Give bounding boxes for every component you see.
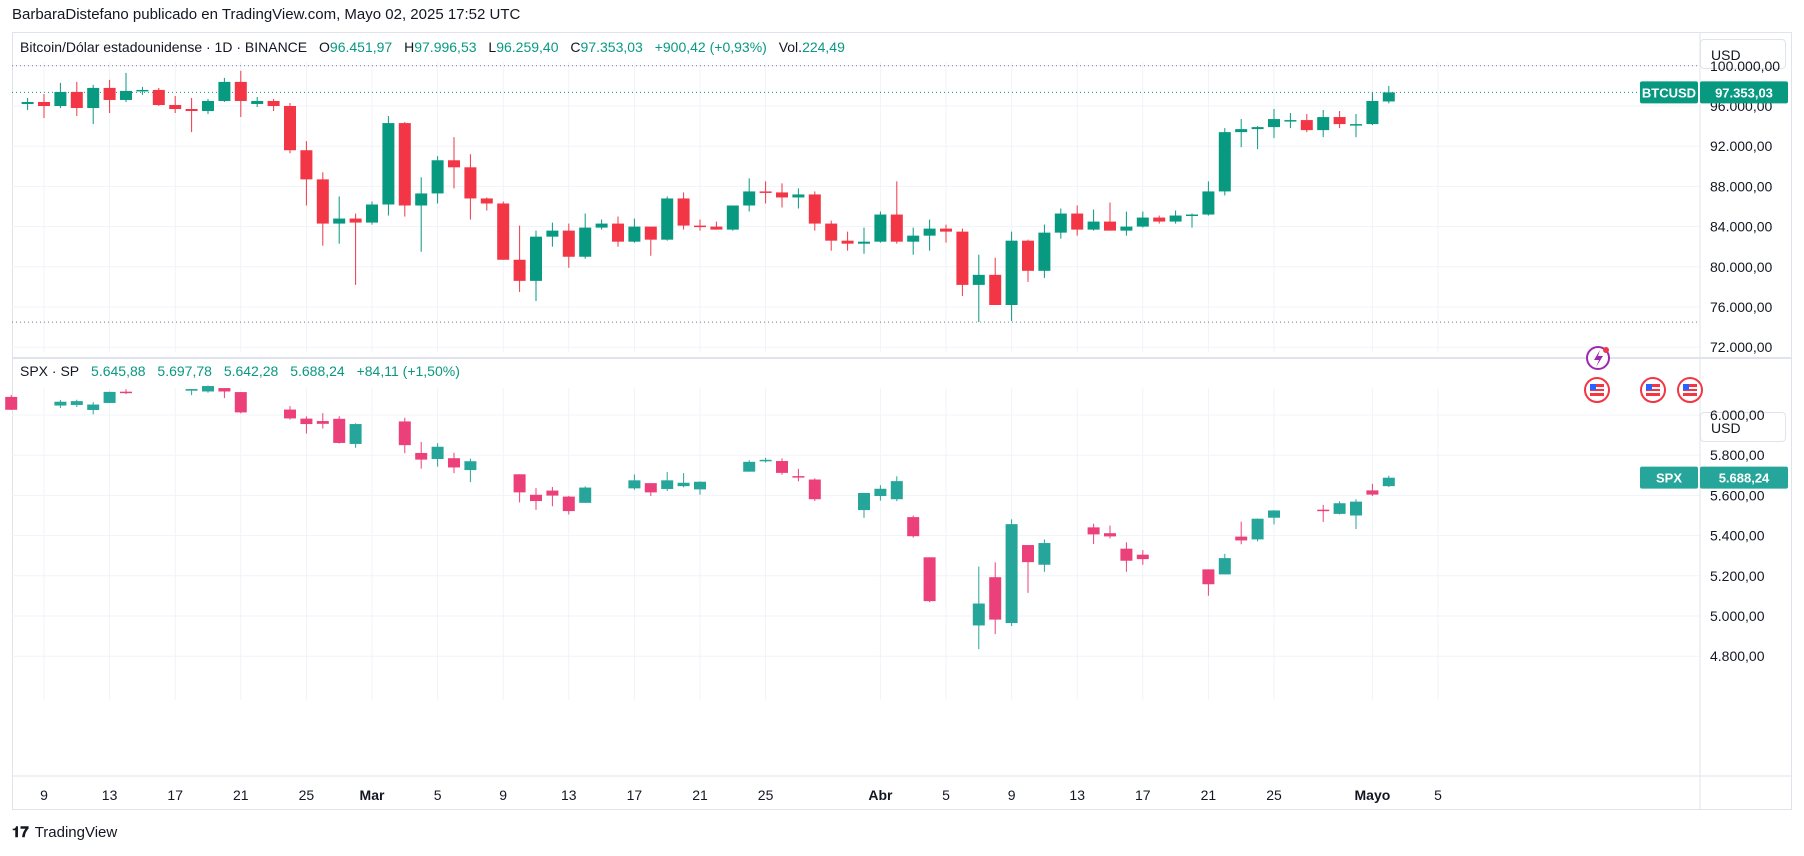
btc-high-label: H [404,39,415,55]
btc-open-label: O [319,39,330,55]
spx-currency-button[interactable]: USD [1700,412,1786,442]
btc-low-value: 96.259,40 [496,39,559,55]
spx-symbol[interactable]: SPX · SP [20,363,80,379]
btc-volume-value: 224,49 [802,39,845,55]
spx-high-value: 5.697,78 [157,363,212,379]
spx-open-value: 5.645,88 [91,363,146,379]
btc-symbol[interactable]: Bitcoin/Dólar estadounidense · 1D · BINA… [20,39,308,55]
publish-info: BarbaraDistefano publicado en TradingVie… [12,6,521,23]
footer-brand: 𝟏𝟕 TradingView [12,824,117,841]
spx-legend: SPX · SP 5.645,88 5.697,78 5.642,28 5.68… [20,363,460,379]
spx-low-value: 5.642,28 [223,363,279,379]
btc-legend: Bitcoin/Dólar estadounidense · 1D · BINA… [20,39,845,55]
spx-close-value: 5.688,24 [290,363,345,379]
btc-currency-button[interactable]: USD [1700,39,1786,69]
btc-high-value: 97.996,53 [414,39,477,55]
btc-close-label: C [570,39,581,55]
chart-frame [12,32,1792,810]
btc-close-value: 97.353,03 [580,39,643,55]
btc-volume-label: Vol. [778,39,803,55]
btc-low-label: L [488,39,497,55]
footer-brand-text: TradingView [34,824,118,841]
tradingview-logo-icon: 𝟏𝟕 [12,824,29,841]
spx-change: +84,11 (+1,50%) [356,363,460,379]
btc-change: +900,42 (+0,93%) [654,39,767,55]
btc-open-value: 96.451,97 [329,39,393,55]
